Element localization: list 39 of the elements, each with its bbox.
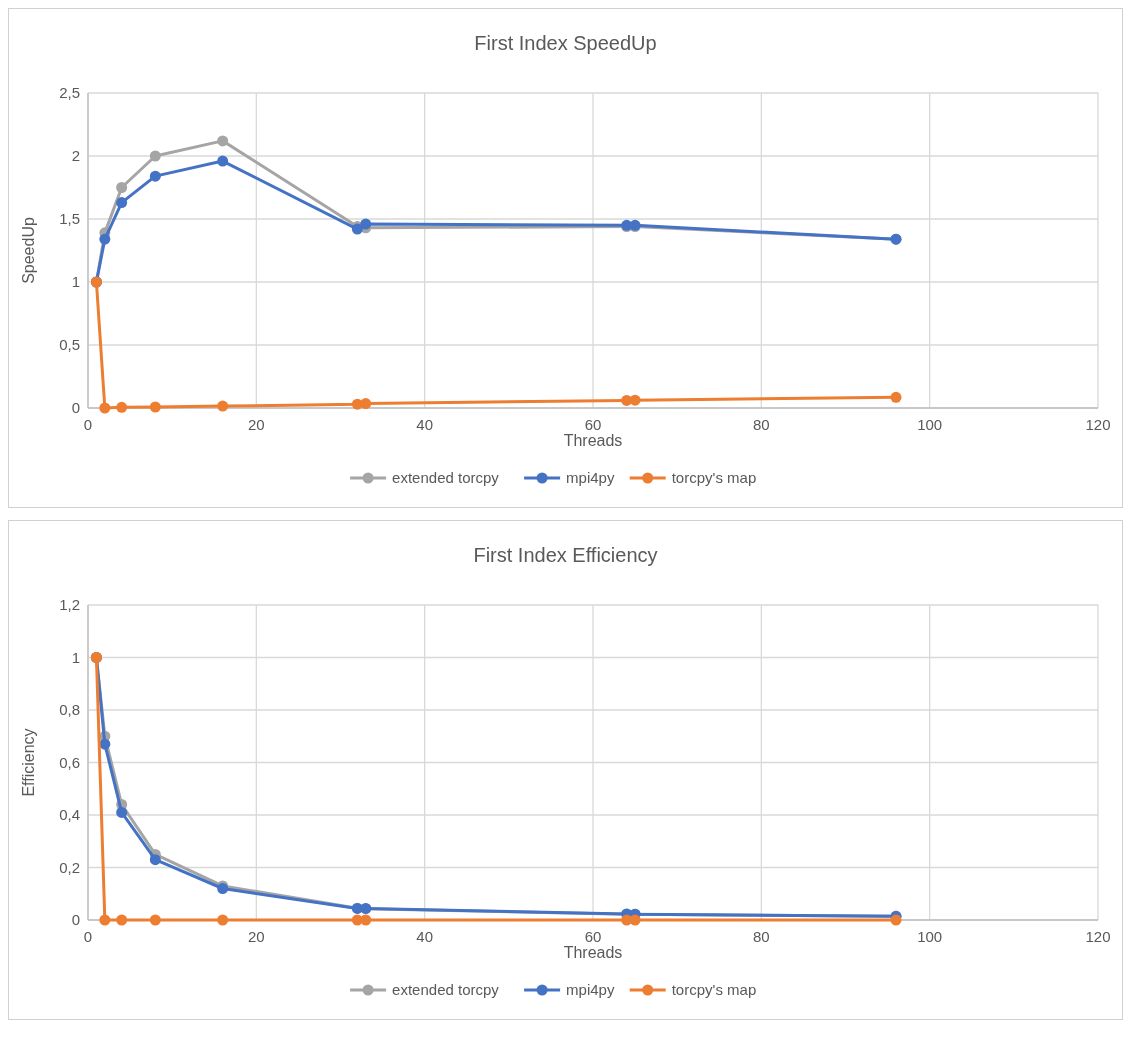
y-tick-label: 0,4 [59,806,80,824]
legend-label: mpi4py [566,469,615,487]
y-tick-label: 2 [71,147,80,165]
x-tick-label: 100 [917,416,943,433]
y-tick-label: 0,8 [59,701,80,719]
x-tick-label: 80 [752,416,770,433]
legend-label: mpi4py [566,981,615,999]
y-tick-label: 1 [71,273,80,291]
legend-label: torcpy's map [671,469,757,487]
x-tick-label: 20 [247,928,265,945]
y-tick-label: 2,5 [59,84,80,102]
x-tick-label: 0 [83,928,93,945]
x-axis-title: Threads [563,944,623,961]
y-tick-label: 0 [71,399,80,417]
legend-label: extended torcpy [392,469,500,487]
y-tick-label: 1,5 [59,210,80,228]
x-tick-label: 120 [1085,928,1111,945]
chart-title: First Index SpeedUp [474,32,657,54]
x-tick-label: 60 [584,416,602,433]
y-tick-label: 0,5 [59,336,80,354]
x-axis-title: Threads [563,432,623,449]
chart-title: First Index Efficiency [473,544,658,566]
legend-label: torcpy's map [671,981,757,999]
x-tick-label: 100 [917,928,943,945]
legend-label: extended torcpy [392,981,500,999]
y-tick-label: 0,6 [59,753,80,771]
x-tick-label: 60 [584,928,602,945]
y-tick-label: 1,2 [59,596,80,614]
y-axis-title: Efficiency [20,728,37,797]
x-tick-label: 80 [752,928,770,945]
x-tick-label: 0 [83,416,93,433]
y-axis-title: SpeedUp [20,217,37,284]
y-tick-label: 0,2 [59,858,80,876]
x-tick-label: 20 [247,416,265,433]
x-tick-label: 40 [416,416,434,433]
y-tick-label: 0 [71,911,80,929]
y-tick-label: 1 [71,648,80,666]
x-tick-label: 120 [1085,416,1111,433]
x-tick-label: 40 [416,928,434,945]
